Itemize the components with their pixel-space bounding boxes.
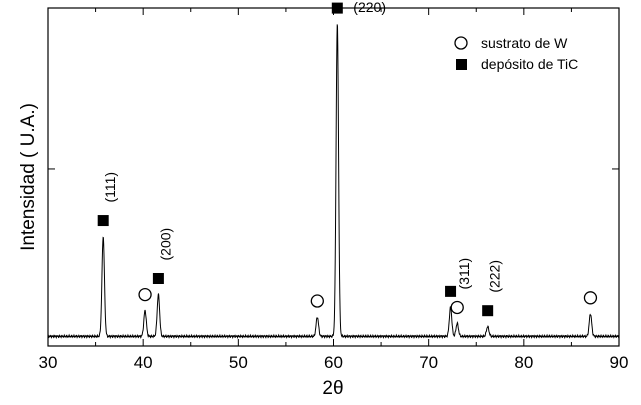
x-tick-label: 30 [39,353,58,372]
x-tick-label: 70 [419,353,438,372]
peak-label: (311) [456,258,472,290]
peak-label: (222) [487,260,503,293]
y-axis-ticks [48,168,619,337]
x-tick-label: 60 [324,353,343,372]
diffraction-trace [47,24,620,340]
legend-label-substrate: sustrato de W [481,35,568,51]
y-axis-title: Intensidad ( U.A.) [18,103,39,251]
legend: sustrato de W depósito de TiC [454,35,578,72]
legend-circle-marker [454,36,468,50]
substrate-circle-marker [310,294,324,308]
deposit-square-marker [445,285,457,297]
peak-label: (111) [102,172,118,203]
peak-labels: (111) (200) (220) (311) (222) [102,0,502,293]
deposit-square-marker [331,2,343,14]
x-tick-label: 90 [610,353,629,372]
x-tick-label: 40 [134,353,153,372]
substrate-circle-marker [583,291,598,305]
peak-label: (200) [157,228,173,261]
legend-label-deposit: depósito de TiC [481,56,578,72]
legend-square-marker [456,59,467,70]
substrate-circle-marker [138,287,152,302]
substrate-circle-marker [450,300,464,315]
peak-label: (220) [353,0,386,15]
x-tick-label: 50 [229,353,248,372]
x-axis-ticks: 30 40 50 60 70 80 90 [39,8,629,372]
x-tick-label: 80 [514,353,533,372]
deposit-square-marker [152,272,164,284]
deposit-square-marker [482,305,494,317]
x-axis-title: 2θ [322,378,343,399]
phase-markers [97,2,598,317]
deposit-square-marker [97,215,109,227]
